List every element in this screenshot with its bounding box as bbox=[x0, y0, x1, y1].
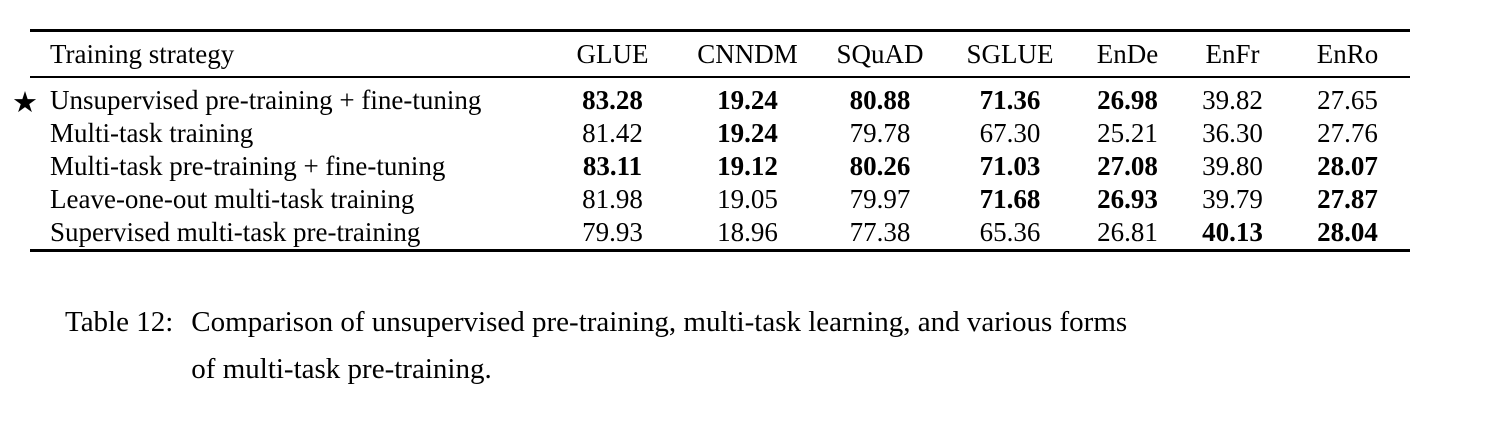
strategy-label: Unsupervised pre-training + fine-tuning bbox=[50, 85, 482, 115]
value-cell: 18.96 bbox=[717, 217, 778, 247]
column-header-glue: GLUE bbox=[545, 30, 680, 78]
value-cell: 19.05 bbox=[717, 184, 778, 214]
value-cell: 19.24 bbox=[717, 85, 778, 115]
value-cell: 25.21 bbox=[1097, 118, 1158, 148]
table-row: Supervised multi-task pre-training 79.93… bbox=[30, 216, 1410, 251]
table-row: Multi-task pre-training + fine-tuning 83… bbox=[30, 150, 1410, 183]
strategy-cell: Supervised multi-task pre-training bbox=[30, 216, 545, 251]
value-cell: 79.93 bbox=[582, 217, 643, 247]
value-cell: 28.04 bbox=[1317, 217, 1378, 247]
column-header-squad: SQuAD bbox=[815, 30, 945, 78]
value-cell: 79.97 bbox=[849, 184, 911, 214]
table-row: Multi-task training 81.42 19.24 79.78 67.30… bbox=[30, 117, 1410, 150]
star-icon: ★ bbox=[12, 87, 38, 119]
results-table-container: Training strategy GLUE CNNDM SQuAD SGLUE… bbox=[12, 29, 1410, 252]
header-row: Training strategy GLUE CNNDM SQuAD SGLUE… bbox=[30, 30, 1410, 78]
column-header-enro: EnRo bbox=[1285, 30, 1410, 78]
table-body: ★ Unsupervised pre-training + fine-tunin… bbox=[12, 77, 1410, 251]
value-cell: 81.98 bbox=[582, 184, 643, 214]
value-cell: 19.12 bbox=[717, 151, 778, 181]
column-header-training-strategy: Training strategy bbox=[30, 30, 545, 78]
value-cell: 71.36 bbox=[979, 85, 1041, 115]
value-cell: 71.03 bbox=[979, 151, 1041, 181]
value-cell: 40.13 bbox=[1202, 217, 1263, 247]
strategy-label: Multi-task training bbox=[50, 118, 254, 148]
strategy-cell: Leave-one-out multi-task training bbox=[30, 183, 545, 216]
column-header-ende: EnDe bbox=[1075, 30, 1180, 78]
strategy-cell: ★ Unsupervised pre-training + fine-tunin… bbox=[12, 77, 545, 119]
value-cell: 26.81 bbox=[1097, 217, 1158, 247]
value-cell: 80.88 bbox=[849, 85, 911, 115]
value-cell: 39.82 bbox=[1202, 85, 1263, 115]
caption-text: Comparison of unsupervised pre-training,… bbox=[191, 299, 1127, 393]
value-cell: 27.87 bbox=[1317, 184, 1378, 214]
value-cell: 26.98 bbox=[1097, 85, 1158, 115]
strategy-cell: Multi-task training bbox=[30, 117, 545, 150]
value-cell: 65.36 bbox=[979, 217, 1041, 247]
value-cell: 19.24 bbox=[717, 118, 778, 148]
value-cell: 27.65 bbox=[1317, 85, 1378, 115]
value-cell: 27.08 bbox=[1097, 151, 1158, 181]
value-cell: 26.93 bbox=[1097, 184, 1158, 214]
table-row: ★ Unsupervised pre-training + fine-tunin… bbox=[12, 77, 1410, 119]
value-cell: 67.30 bbox=[979, 118, 1041, 148]
value-cell: 83.28 bbox=[582, 85, 643, 115]
column-header-sglue: SGLUE bbox=[945, 30, 1075, 78]
value-cell: 79.78 bbox=[849, 118, 911, 148]
value-cell: 77.38 bbox=[849, 217, 911, 247]
strategy-label: Leave-one-out multi-task training bbox=[50, 184, 415, 214]
value-cell: 81.42 bbox=[582, 118, 643, 148]
column-header-enfr: EnFr bbox=[1180, 30, 1285, 78]
caption-label: Table 12: bbox=[65, 306, 174, 338]
value-cell: 28.07 bbox=[1317, 151, 1378, 181]
value-cell: 36.30 bbox=[1202, 118, 1263, 148]
strategy-label: Multi-task pre-training + fine-tuning bbox=[50, 151, 446, 181]
value-cell: 83.11 bbox=[582, 151, 643, 181]
value-cell: 39.79 bbox=[1202, 184, 1263, 214]
value-cell: 71.68 bbox=[979, 184, 1041, 214]
strategy-cell: Multi-task pre-training + fine-tuning bbox=[30, 150, 545, 183]
table-caption: Table 12: Comparison of unsupervised pre… bbox=[65, 299, 1127, 393]
value-cell: 27.76 bbox=[1317, 118, 1378, 148]
table-row: Leave-one-out multi-task training 81.98 1… bbox=[30, 183, 1410, 216]
caption-line-1: Comparison of unsupervised pre-training,… bbox=[191, 306, 1128, 338]
value-cell: 80.26 bbox=[849, 151, 911, 181]
value-cell: 39.80 bbox=[1202, 151, 1263, 181]
results-table: Training strategy GLUE CNNDM SQuAD SGLUE… bbox=[12, 29, 1410, 252]
column-header-cnndm: CNNDM bbox=[680, 30, 815, 78]
caption-line-2: of multi-task pre-training. bbox=[191, 353, 492, 385]
strategy-label: Supervised multi-task pre-training bbox=[50, 217, 421, 247]
